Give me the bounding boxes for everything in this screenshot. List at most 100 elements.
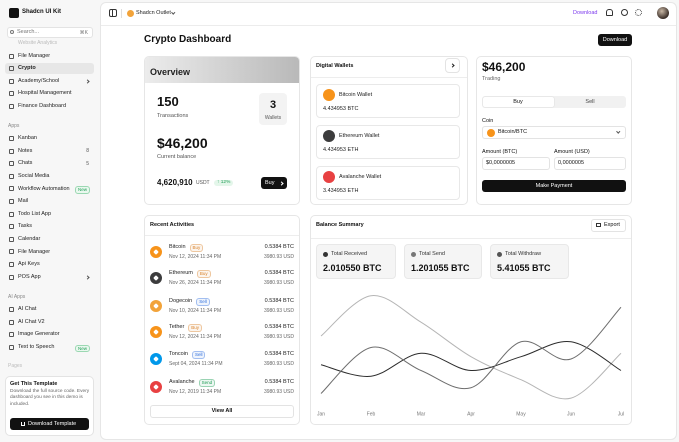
wallet-item[interactable] <box>316 166 460 200</box>
activity-name: Tether <box>169 323 185 330</box>
activity-usd: 3980.93 USD <box>263 280 294 286</box>
nav-section-title: AI Apps <box>8 294 26 300</box>
balance-title: Balance Summary <box>316 221 364 228</box>
stat-value: 5.41055 BTC <box>497 262 551 273</box>
view-all-button[interactable] <box>150 405 294 418</box>
trade-tab[interactable]: Buy <box>513 98 523 105</box>
nav-item[interactable]: POS App <box>18 273 41 280</box>
nav-item[interactable]: Text to Speech <box>18 344 55 350</box>
nav-item[interactable]: Image Generator <box>18 331 60 338</box>
nav-section-title: Pages <box>8 363 23 369</box>
transactions-label: Transactions <box>157 112 189 119</box>
buy-button[interactable] <box>261 177 287 189</box>
chart-line <box>320 295 622 400</box>
nav-icon <box>9 319 14 325</box>
nav-item[interactable]: Calendar <box>18 236 41 242</box>
nav-item[interactable]: Api Keys <box>18 261 40 268</box>
nav-item[interactable]: Tasks <box>18 223 33 230</box>
wallet-name: Avalanche Wallet <box>339 173 382 180</box>
x-tick-label: Jan <box>317 411 325 417</box>
notification-icon[interactable] <box>606 9 613 16</box>
export-label[interactable]: Export <box>604 222 620 229</box>
wallets-arrow-button[interactable] <box>445 58 460 73</box>
nav-item[interactable]: Notes <box>18 147 33 154</box>
wallet-amount: 4.434953 ETH <box>323 146 359 153</box>
wallet-item[interactable] <box>316 125 460 159</box>
header-sep <box>121 9 122 18</box>
wallet-coin-icon <box>323 171 335 183</box>
balance-chart: Jan Feb Mar Apr May Jun Jul <box>317 295 624 417</box>
usd-input-value: 0,0000005 <box>558 160 584 167</box>
buy-button-label[interactable]: Buy <box>265 179 275 186</box>
export-icon <box>596 223 601 227</box>
nav-icon <box>9 274 14 280</box>
x-tick-label: Jun <box>567 411 575 417</box>
coin-select-icon <box>487 128 495 137</box>
nav-icon <box>9 173 14 179</box>
nav-item[interactable]: Hospital Management <box>18 90 72 97</box>
search-shortcut: ⌘K <box>79 29 88 36</box>
chart-line <box>320 306 622 394</box>
search-box[interactable] <box>7 27 93 38</box>
nav-badge: 8 <box>86 148 89 155</box>
btc-input[interactable] <box>482 157 550 170</box>
page-button-label[interactable]: Download <box>602 36 628 43</box>
theme-icon[interactable] <box>621 9 628 16</box>
stat-dot <box>411 251 416 257</box>
nav-icon <box>9 307 14 312</box>
nav-icon <box>9 161 14 167</box>
nav-item[interactable]: Kanban <box>18 135 37 142</box>
nav-item[interactable]: Finance Dashboard <box>18 102 67 109</box>
promo-button[interactable] <box>10 418 89 430</box>
nav-badge: 5 <box>86 160 89 167</box>
header-link[interactable]: Download <box>573 9 598 16</box>
payment-button-label[interactable]: Make Payment <box>535 182 573 189</box>
avatar[interactable] <box>657 7 669 19</box>
trade-tab[interactable]: Sell <box>585 98 595 105</box>
activity-name: Bitcoin <box>169 243 186 250</box>
nav-item[interactable]: AI Chat V2 <box>18 318 45 325</box>
page-button[interactable] <box>598 34 632 46</box>
search-icon <box>10 30 14 34</box>
promo-button-label[interactable]: Download Template <box>28 420 77 427</box>
wallet-coin-icon <box>323 89 335 101</box>
activity-name: Avalanche <box>169 378 195 385</box>
trade-tab-active[interactable] <box>483 97 554 107</box>
settings-icon[interactable] <box>635 9 642 16</box>
store-name[interactable]: Shadcn Outlet <box>136 9 171 16</box>
activities-title: Recent Activities <box>150 221 195 228</box>
wallets-title: Digital Wallets <box>316 62 354 69</box>
stat-box <box>490 244 569 279</box>
chart-line <box>320 341 622 377</box>
nav-item[interactable]: Todo List App <box>18 210 52 217</box>
usdt-label: USDT <box>196 180 210 186</box>
activity-usd: 3980.93 USD <box>263 254 294 260</box>
usd-input[interactable] <box>554 157 626 170</box>
nav-item[interactable]: Crypto <box>18 65 36 72</box>
nav-item[interactable]: Workflow Automation <box>18 185 70 192</box>
x-tick-label: Apr <box>467 411 475 417</box>
promo-text: Download the full source code. Every das… <box>10 389 90 407</box>
nav-item[interactable]: Chats <box>18 160 33 167</box>
nav-item[interactable]: Academy/School <box>18 77 60 84</box>
coin-select[interactable] <box>482 126 626 139</box>
nav-item[interactable]: AI Chat <box>18 306 37 313</box>
wallet-item[interactable] <box>316 84 460 118</box>
nav-item[interactable]: File Manager <box>18 248 51 255</box>
trade-amount: $46,200 <box>482 59 526 74</box>
view-all-label[interactable]: View All <box>211 408 233 415</box>
activity-name: Ethereum <box>169 269 193 276</box>
nav-item[interactable]: File Manager <box>18 52 51 59</box>
activity-date: Nov 10, 2024 11:34 PM <box>169 308 222 314</box>
export-button[interactable] <box>591 219 626 232</box>
nav-item[interactable]: Mail <box>18 198 29 205</box>
nav-item[interactable]: Social Media <box>18 173 50 179</box>
stat-box <box>316 244 396 279</box>
promo-button-icon <box>21 422 25 426</box>
activity-amount: 0.5384 BTC <box>264 243 294 250</box>
wallets-divider <box>311 77 467 78</box>
sidebar-toggle <box>109 9 117 17</box>
payment-button[interactable] <box>482 180 626 192</box>
activity-badge: Sell <box>191 351 206 359</box>
nav-icon <box>9 148 14 154</box>
